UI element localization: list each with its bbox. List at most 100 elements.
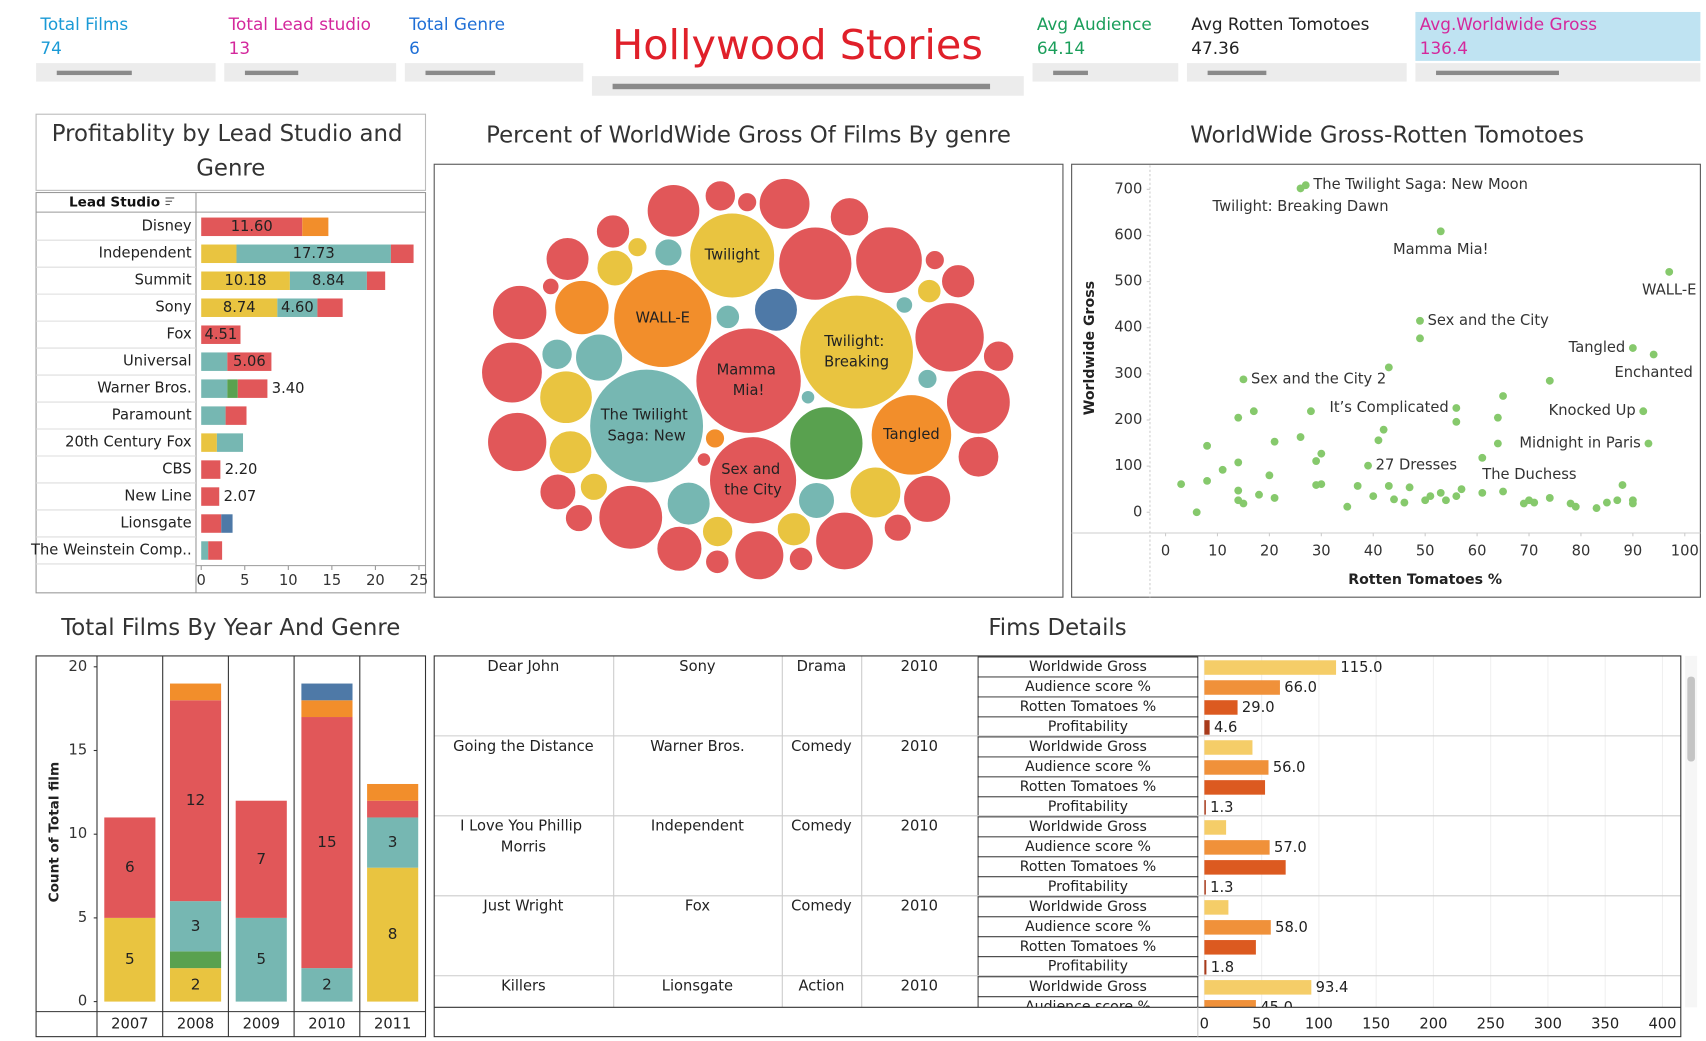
cell-text: Comedy xyxy=(791,898,852,915)
x-tick-label: 50 xyxy=(1416,543,1435,560)
bar xyxy=(1204,920,1271,935)
text-line: Genre xyxy=(196,155,265,181)
point xyxy=(1234,458,1243,467)
value-label: 4.51 xyxy=(205,326,238,343)
bar-segment xyxy=(225,406,247,425)
value-label: 5 xyxy=(125,950,135,968)
bar-segment xyxy=(301,700,353,718)
point xyxy=(1312,481,1321,489)
point xyxy=(1239,499,1248,508)
measure-label: Profitability xyxy=(1048,959,1128,975)
kpi-label: Total Films xyxy=(39,14,128,34)
bar-segment xyxy=(301,968,353,1002)
point xyxy=(1384,363,1393,372)
bubble xyxy=(589,368,705,484)
bubble xyxy=(789,406,864,481)
row-header: Lead Studio xyxy=(69,194,160,210)
bar-segment xyxy=(289,271,367,291)
point xyxy=(1364,461,1372,470)
point xyxy=(1644,439,1653,448)
measure-cell xyxy=(978,1037,1198,1041)
cell-text: Killers xyxy=(501,978,546,995)
x-tick-label: 2008 xyxy=(177,1016,214,1033)
point xyxy=(1499,487,1507,496)
y-tick-label: 400 xyxy=(1114,319,1142,336)
text-line: Breaking xyxy=(824,353,889,370)
point xyxy=(1618,481,1627,489)
point xyxy=(1457,485,1466,494)
bubble xyxy=(797,481,836,520)
point-label: Mamma Mia! xyxy=(1393,241,1489,258)
y-tick-label: 20th Century Fox xyxy=(65,434,192,451)
value-label: 6 xyxy=(125,858,135,876)
bar-segment xyxy=(201,433,217,452)
cell-text: 2010 xyxy=(901,978,938,995)
point-label: Sex and the City xyxy=(1428,312,1550,329)
point-label: Twilight: Breaking Dawn xyxy=(1212,198,1389,215)
x-tick-label: 200 xyxy=(1419,1016,1447,1033)
point xyxy=(1234,486,1243,495)
point xyxy=(1192,508,1201,517)
measure-label: Rotten Tomatoes % xyxy=(1020,939,1156,955)
measure-label: Worldwide Gross xyxy=(1029,979,1147,995)
bubble xyxy=(753,287,799,332)
kpi-label: Avg.Worldwide Gross xyxy=(1420,14,1597,34)
y-axis-label: Count of Total film xyxy=(47,762,63,903)
bar xyxy=(1204,860,1286,875)
bubble xyxy=(917,368,938,390)
kpi-bar xyxy=(1207,70,1267,76)
bubble xyxy=(982,340,1015,372)
y-tick-label: 20 xyxy=(69,658,88,675)
bubble-label: WALL-E xyxy=(636,309,690,326)
point xyxy=(1307,407,1315,416)
point xyxy=(1296,184,1305,193)
bubble xyxy=(708,436,798,525)
point xyxy=(1405,483,1414,492)
point xyxy=(1499,392,1507,400)
bubble xyxy=(646,183,701,238)
point xyxy=(1270,437,1279,446)
cell-text: Dear John xyxy=(487,658,559,675)
bubble xyxy=(541,277,560,296)
point xyxy=(1416,316,1424,325)
dashboard-title: Hollywood Stories xyxy=(612,21,983,69)
bar-segment xyxy=(201,244,237,264)
x-tick-label: 0 xyxy=(197,572,206,589)
value-label: 8.74 xyxy=(223,299,256,316)
bar-segment xyxy=(201,379,228,398)
cell-text: Comedy xyxy=(791,738,852,755)
plot-frame xyxy=(1071,163,1701,598)
value-label: 17.73 xyxy=(293,245,335,262)
bubble xyxy=(480,341,543,404)
point-label: Knocked Up xyxy=(1549,402,1636,419)
cell-text: 2010 xyxy=(901,658,938,675)
y-axis-label: Worldwide Gross xyxy=(1082,281,1098,415)
scroll-thumb xyxy=(1687,676,1695,762)
cell-text: Fox xyxy=(685,898,710,915)
point xyxy=(1571,502,1580,511)
point xyxy=(1478,453,1487,462)
x-tick-label: 400 xyxy=(1648,1016,1676,1033)
table-frame xyxy=(35,191,427,594)
x-tick-label: 10 xyxy=(1208,543,1227,560)
bar xyxy=(1204,940,1256,955)
point xyxy=(1265,471,1274,480)
measure-label: Profitability xyxy=(1048,799,1128,815)
bar-segment xyxy=(235,800,287,918)
x-tick-label: 250 xyxy=(1477,1016,1505,1033)
y-tick-label: 100 xyxy=(1114,457,1142,474)
point xyxy=(1442,496,1450,505)
bubble xyxy=(696,452,712,467)
table-body: Dear John Sony Drama 2010 Worldwide Gross 115… xyxy=(434,655,1681,1041)
bar-segment xyxy=(367,867,419,1002)
cell-text: Action xyxy=(798,978,844,995)
bubble xyxy=(924,249,945,271)
text-line: I Love You Phillip xyxy=(460,818,587,835)
point xyxy=(1452,417,1461,426)
value-label: 5.06 xyxy=(233,353,266,370)
y-tick-label: Disney xyxy=(142,218,192,235)
point xyxy=(1436,227,1445,236)
bubble xyxy=(914,302,985,373)
bar-segment xyxy=(216,433,244,452)
bubble xyxy=(734,530,785,581)
